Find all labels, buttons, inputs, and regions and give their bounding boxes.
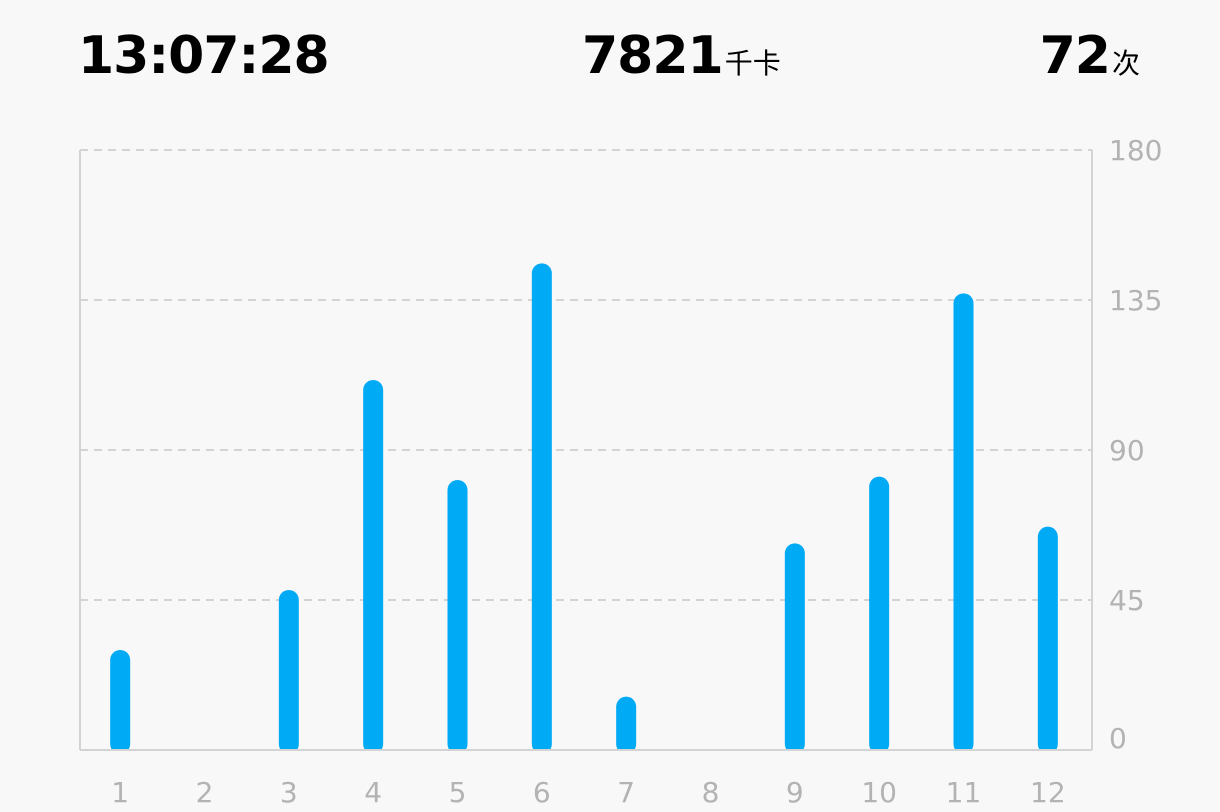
x-axis-ticks: 1 2 3 4 5 6 7 8 9 10 11 12 — [111, 776, 1065, 809]
bar-10 — [869, 476, 890, 754]
bar-11 — [953, 293, 974, 754]
calories-display: 7821 千卡 — [582, 26, 781, 96]
x-tick-label: 2 — [196, 776, 214, 809]
y-tick-label: 135 — [1109, 284, 1162, 317]
x-tick-label: 12 — [1030, 776, 1066, 809]
y-tick-label: 0 — [1109, 722, 1127, 755]
bar-7 — [616, 696, 637, 754]
x-tick-label: 1 — [111, 776, 129, 809]
time-value: 13:07:28 — [78, 26, 330, 86]
x-tick-label: 3 — [280, 776, 298, 809]
bar-3 — [278, 590, 299, 754]
x-tick-label: 5 — [449, 776, 467, 809]
bars — [80, 263, 1092, 757]
y-axis-ticks: 0 45 90 135 180 — [1109, 134, 1162, 755]
x-tick-label: 10 — [861, 776, 897, 809]
y-tick-label: 180 — [1109, 134, 1162, 167]
count-unit: 次 — [1111, 47, 1140, 80]
bar-4 — [363, 380, 384, 754]
bar-1 — [110, 650, 131, 754]
calories-unit: 千卡 — [724, 47, 781, 80]
baseline-mask — [81, 751, 1091, 757]
x-tick-label: 8 — [702, 776, 720, 809]
x-tick-label: 7 — [617, 776, 635, 809]
count-value: 72 — [1039, 26, 1111, 86]
time-display: 13:07:28 — [78, 26, 330, 96]
bar-6 — [531, 263, 552, 754]
x-tick-label: 11 — [946, 776, 982, 809]
grid-lines — [79, 149, 1093, 751]
bar-12 — [1037, 526, 1058, 754]
bar-5 — [447, 480, 468, 754]
count-display: 72 次 — [1040, 26, 1140, 96]
y-tick-label: 90 — [1109, 434, 1145, 467]
bar-9 — [784, 543, 805, 754]
y-tick-label: 45 — [1109, 584, 1145, 617]
x-tick-label: 9 — [786, 776, 804, 809]
calories-value: 7821 — [582, 26, 724, 86]
x-tick-label: 6 — [533, 776, 551, 809]
x-tick-label: 4 — [364, 776, 382, 809]
